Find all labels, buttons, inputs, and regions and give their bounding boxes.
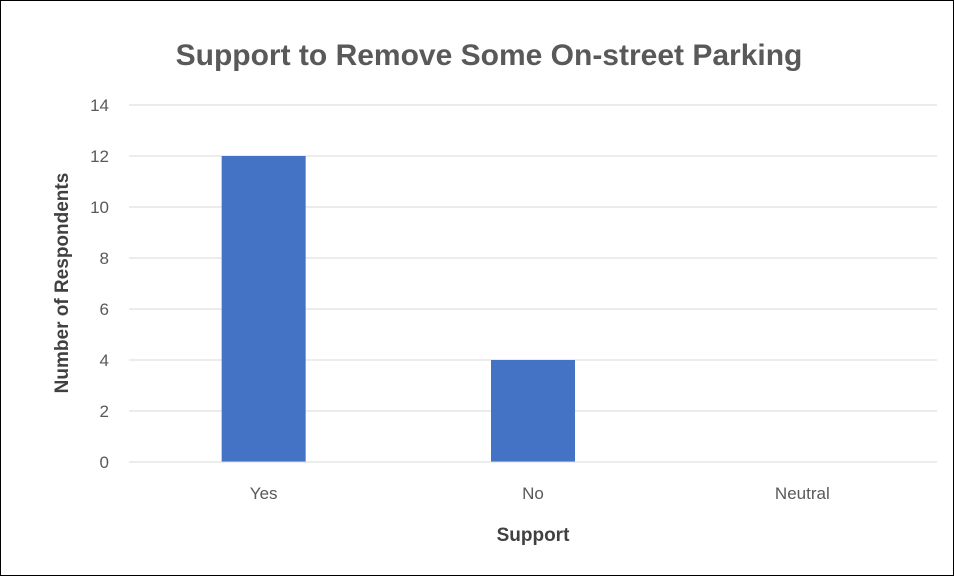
y-tick-label: 2 bbox=[100, 402, 109, 421]
x-axis-title: Support bbox=[497, 525, 570, 546]
bar-yes bbox=[221, 156, 306, 462]
y-tick-label: 4 bbox=[100, 351, 109, 370]
y-axis-ticks: 0 2 4 6 8 10 12 14 bbox=[90, 96, 109, 472]
y-tick-label: 14 bbox=[90, 96, 109, 115]
y-tick-label: 8 bbox=[100, 249, 109, 268]
y-tick-label: 12 bbox=[90, 147, 109, 166]
y-tick-label: 0 bbox=[100, 453, 109, 472]
bar-no bbox=[491, 360, 575, 462]
x-axis-ticks: Yes No Neutral bbox=[250, 484, 830, 503]
chart-title: Support to Remove Some On-street Parking bbox=[176, 39, 803, 72]
x-tick-label: No bbox=[522, 484, 544, 503]
x-tick-label: Neutral bbox=[775, 484, 830, 503]
y-tick-label: 6 bbox=[100, 300, 109, 319]
y-tick-label: 10 bbox=[90, 198, 109, 217]
y-axis-title: Number of Respondents bbox=[52, 173, 73, 394]
bars bbox=[221, 156, 575, 462]
x-tick-label: Yes bbox=[250, 484, 278, 503]
